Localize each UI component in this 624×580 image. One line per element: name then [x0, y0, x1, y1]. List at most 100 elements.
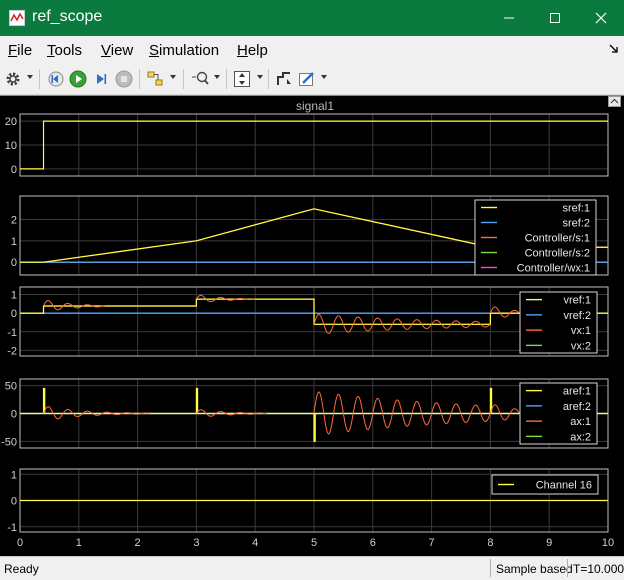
response-oscillation	[313, 391, 491, 435]
scope-plot-area: signal1 0 10 20 0 1 2 sref:1 sref:2 Controller/s…	[0, 95, 624, 556]
stop-button[interactable]	[115, 68, 133, 90]
dock-arrow-icon[interactable]	[609, 44, 619, 54]
y-tick-label: 0	[11, 308, 17, 320]
x-tick-label: 7	[429, 537, 435, 549]
y-tick-label: 10	[5, 140, 17, 152]
maximize-button[interactable]	[532, 0, 578, 36]
y-tick-label: 50	[5, 381, 17, 393]
cursor-measurements-button[interactable]	[275, 68, 293, 90]
run-icon	[69, 70, 87, 88]
step-forward-icon	[97, 74, 107, 84]
close-icon	[595, 12, 607, 24]
pencil-icon	[299, 72, 314, 86]
menu-view-mnemonic: V	[101, 42, 111, 59]
undock-button[interactable]	[608, 96, 621, 107]
x-tick-label: 10	[602, 537, 614, 549]
y-tick-label: 1	[11, 289, 17, 301]
toolbar-separator	[226, 69, 227, 89]
scope-app-icon	[9, 10, 25, 26]
highlight-dropdown-icon[interactable]	[170, 75, 176, 79]
x-tick-label: 6	[370, 537, 376, 549]
y-tick-label: 0	[11, 257, 17, 269]
menu-simulation-label: imulation	[159, 42, 220, 59]
axes-panel-2: 0 1 2 sref:1 sref:2 Controller/s:1 Controller/…	[11, 195, 609, 276]
status-sample-mode: Sample based	[490, 559, 577, 577]
menu-view[interactable]: View	[101, 42, 133, 59]
close-button[interactable]	[578, 0, 624, 36]
style-button[interactable]	[298, 68, 316, 90]
gear-icon	[6, 72, 20, 86]
title-bar: ref_scope	[0, 0, 624, 36]
legend-label: aref:1	[563, 386, 591, 398]
menu-help-label: elp	[247, 42, 268, 59]
scale-dropdown-icon[interactable]	[257, 75, 263, 79]
highlight-block-button[interactable]	[146, 68, 164, 90]
zoom-icon	[192, 71, 209, 85]
legend-label: Controller/wx:1	[517, 263, 590, 275]
y-tick-label: -1	[7, 327, 17, 339]
x-tick-label: 5	[311, 537, 317, 549]
toolbar-separator	[139, 69, 140, 89]
series-line	[20, 120, 608, 170]
settings-button[interactable]	[5, 68, 21, 90]
status-ready: Ready	[4, 562, 39, 576]
legend-label: aref:2	[563, 401, 591, 413]
y-tick-label: 20	[5, 116, 17, 128]
response-oscillation	[43, 406, 150, 420]
model-blocks-icon	[147, 71, 163, 86]
zoom-button[interactable]	[191, 68, 211, 90]
x-tick-label: 8	[487, 537, 493, 549]
axes-frame	[19, 195, 609, 276]
step-back-icon	[48, 71, 64, 87]
axes-panel-4: -50 0 50 aref:1 aref:2 ax:1 ax:2	[1, 378, 609, 449]
status-bar: Ready Sample based T=10.000	[0, 556, 624, 580]
axes-panel-3: -2 -1 0 1 vref:1 vref:2 vx:1 vx:2	[7, 286, 609, 357]
response-oscillation	[43, 300, 108, 311]
status-sim-time: T=10.000	[567, 559, 624, 577]
menu-bar: File Tools View Simulation Help	[0, 36, 624, 64]
menu-file[interactable]: File	[8, 42, 32, 59]
toolbar-separator	[39, 69, 40, 89]
y-tick-label: 0	[11, 409, 17, 421]
menu-file-mnemonic: F	[8, 42, 18, 59]
x-tick-label: 0	[17, 537, 23, 549]
x-tick-label: 2	[135, 537, 141, 549]
y-tick-label: 2	[11, 214, 17, 226]
run-button[interactable]	[69, 68, 87, 90]
x-tick-label: 1	[76, 537, 82, 549]
y-tick-label: 1	[11, 469, 17, 481]
menu-help-mnemonic: H	[237, 42, 248, 59]
menu-file-label: ile	[17, 42, 33, 59]
y-tick-label: -50	[1, 436, 17, 448]
settings-dropdown-icon[interactable]	[27, 75, 33, 79]
response-oscillation	[195, 294, 256, 303]
minimize-button[interactable]	[486, 0, 532, 36]
minimize-icon	[504, 17, 514, 19]
menu-simulation[interactable]: Simulation	[149, 42, 219, 59]
plot-title: signal1	[296, 99, 334, 113]
scale-axes-icon	[234, 71, 250, 87]
menu-tools[interactable]: Tools	[47, 42, 82, 59]
legend-label: vref:2	[563, 310, 591, 322]
legend-box	[491, 474, 599, 495]
step-back-button[interactable]	[47, 68, 65, 90]
legend-label: ax:2	[570, 431, 591, 443]
menu-tools-mnemonic: T	[47, 42, 55, 59]
y-tick-label: -2	[7, 345, 17, 357]
y-tick-label: 0	[11, 164, 17, 176]
menu-help[interactable]: Help	[237, 42, 268, 59]
scale-axes-button[interactable]	[233, 68, 251, 90]
menu-view-label: iew	[110, 42, 134, 59]
menu-simulation-mnemonic: S	[149, 42, 160, 59]
axes-panel-1: 0 10 20	[5, 113, 609, 177]
legend-label: Channel 16	[536, 480, 592, 492]
toolbar-separator	[268, 69, 269, 89]
legend-label: Controller/s:1	[525, 233, 590, 245]
style-dropdown-icon[interactable]	[321, 75, 327, 79]
legend-box	[519, 382, 598, 445]
response-oscillation	[195, 409, 268, 417]
scope-display: signal1 01020012sref:1sref:2Controller/s…	[0, 95, 624, 556]
step-forward-button[interactable]	[92, 68, 110, 90]
zoom-dropdown-icon[interactable]	[214, 75, 220, 79]
